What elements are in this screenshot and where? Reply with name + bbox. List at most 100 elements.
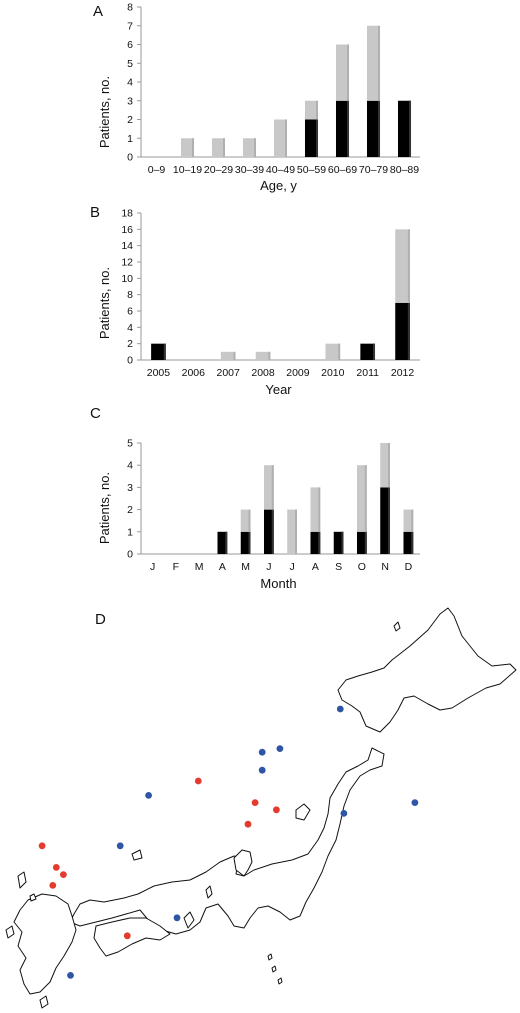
y-tick-label: 3 xyxy=(127,482,133,494)
bar-c-4-series-0 xyxy=(240,531,251,554)
bar-c-4-series-1 xyxy=(240,509,251,532)
y-tick-label: 2 xyxy=(127,114,133,126)
x-tick-label: A xyxy=(312,561,319,573)
bar-c-8-series-0 xyxy=(333,531,344,554)
bar-shade-c-11-series-1 xyxy=(411,509,414,532)
bar-c-10-series-1 xyxy=(380,443,391,488)
chart-b-canvas: 0 2 4 6 8 10 12 14 16 18 2005 2006 2007 2008 2009 2010 2… xyxy=(97,208,420,397)
case-dot-blue xyxy=(67,972,74,979)
kyushu-outline xyxy=(13,893,77,995)
bar-b-6-series-0 xyxy=(360,343,376,360)
bar-shade-c-9-series-1 xyxy=(364,465,367,532)
y-tick-label: 7 xyxy=(127,20,133,32)
x-tick-label: J xyxy=(150,561,155,573)
y-tick-label: 2 xyxy=(127,338,133,350)
x-tick-label: D xyxy=(405,561,413,573)
awaji-outline xyxy=(183,911,195,929)
y-tick-label: 4 xyxy=(127,460,133,472)
y-tick-label: 5 xyxy=(127,58,133,70)
x-tick-label: 80–89 xyxy=(390,164,419,176)
map-panel-d: D xyxy=(0,600,520,1013)
case-dot-red xyxy=(123,932,131,940)
bar-shade-a-5-series-0 xyxy=(316,119,319,157)
case-dot-blue xyxy=(116,842,124,850)
y-tick-label: 14 xyxy=(121,240,133,252)
y-tick-label: 10 xyxy=(121,273,133,285)
panel-letter-d: D xyxy=(95,611,106,628)
case-dot-red xyxy=(194,777,202,785)
chart-panel-b: B 0 2 4 6 8 10 12 14 16 18 2005 2006 2007 2008 2009 201… xyxy=(0,200,520,400)
bar-a-7-series-1 xyxy=(366,25,381,101)
bar-c-5-series-0 xyxy=(263,509,274,554)
honshu-outline xyxy=(69,747,385,935)
sado-outline xyxy=(295,803,311,821)
iki-outline xyxy=(29,893,37,902)
x-tick-label: F xyxy=(173,561,179,573)
bar-shade-c-10-series-1 xyxy=(388,443,391,488)
hokkaido-outline xyxy=(337,607,517,733)
case-dot-blue xyxy=(258,748,266,756)
y-tick-label: 5 xyxy=(127,438,133,450)
x-tick-label: M xyxy=(195,561,204,573)
x-tick-label: 40–49 xyxy=(266,164,295,176)
bar-c-3-series-0 xyxy=(217,531,228,554)
case-dot-blue xyxy=(258,766,266,774)
bar-a-6-series-0 xyxy=(335,100,350,157)
bar-a-1-series-1 xyxy=(180,138,195,157)
bar-shade-c-4-series-1 xyxy=(248,509,251,532)
y-tick-label: 8 xyxy=(127,2,133,14)
rebun-outline xyxy=(393,621,401,632)
bar-b-3-series-1 xyxy=(255,351,271,360)
y-tick-label: 2 xyxy=(127,504,133,516)
y-tick-label: 1 xyxy=(127,133,133,145)
case-dot-blue xyxy=(411,799,419,806)
bar-shade-c-5-series-0 xyxy=(271,509,274,554)
y-tick-label: 12 xyxy=(121,257,133,269)
bar-shade-b-3-series-1 xyxy=(268,351,271,360)
bar-shade-a-7-series-1 xyxy=(378,25,381,101)
bar-c-5-series-1 xyxy=(263,465,274,510)
y-tick-label: 1 xyxy=(127,526,133,538)
y-axis-label: Patients, no. xyxy=(97,267,112,339)
y-tick-label: 3 xyxy=(127,95,133,107)
bar-shade-c-7-series-0 xyxy=(318,531,321,554)
x-tick-label: 2008 xyxy=(251,367,275,379)
y-tick-label: 8 xyxy=(127,289,133,301)
bar-shade-b-5-series-1 xyxy=(338,343,341,360)
y-tick-label: 0 xyxy=(127,355,133,367)
y-tick-label: 6 xyxy=(127,306,133,318)
x-tick-label: 2006 xyxy=(182,367,206,379)
case-dot-red xyxy=(49,882,57,889)
bar-shade-a-8-series-0 xyxy=(409,100,412,157)
bar-shade-a-2-series-1 xyxy=(223,138,226,157)
x-axis-label: Year xyxy=(265,382,292,397)
x-tick-label: 2011 xyxy=(356,367,379,379)
x-tick-label: 2007 xyxy=(217,367,241,379)
bar-c-9-series-0 xyxy=(356,531,367,554)
bar-shade-c-10-series-0 xyxy=(388,487,391,554)
bar-b-7-series-1 xyxy=(395,229,410,303)
panel-letter-b: B xyxy=(90,204,101,221)
bar-a-7-series-0 xyxy=(366,100,381,157)
izu-islet-1 xyxy=(267,953,273,961)
izu-islet-2 xyxy=(271,965,277,973)
y-axis-label: Patients, no. xyxy=(97,472,112,544)
shikoku-outline xyxy=(93,917,171,957)
bar-shade-b-6-series-0 xyxy=(373,343,376,360)
x-tick-label: 2009 xyxy=(286,367,310,379)
bar-shade-b-2-series-1 xyxy=(233,351,236,360)
bar-c-9-series-1 xyxy=(356,465,367,532)
x-tick-label: 50–59 xyxy=(297,164,326,176)
x-tick-label: 2012 xyxy=(391,367,415,379)
x-tick-label: S xyxy=(335,561,342,573)
bar-shade-c-3-series-0 xyxy=(225,531,228,554)
bar-shade-c-11-series-0 xyxy=(411,531,414,554)
bar-b-5-series-1 xyxy=(325,343,341,360)
bar-b-7-series-0 xyxy=(395,302,410,360)
japan-coastline xyxy=(5,607,517,1009)
bar-c-11-series-0 xyxy=(403,531,414,554)
x-tick-label: 60–69 xyxy=(328,164,357,176)
x-tick-label: M xyxy=(241,561,250,573)
case-dot-blue xyxy=(276,745,284,752)
case-dot-red xyxy=(52,864,60,871)
